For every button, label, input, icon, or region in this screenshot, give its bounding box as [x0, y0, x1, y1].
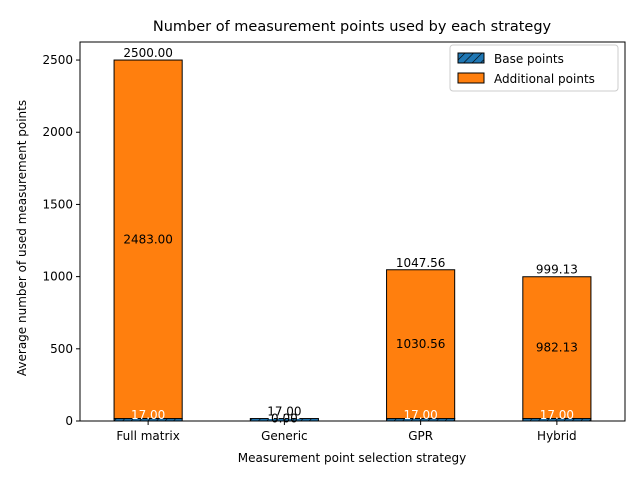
bar-additional-points	[386, 269, 456, 420]
data-label-total: 17.00	[267, 405, 301, 419]
legend-swatch	[457, 52, 485, 64]
x-axis-label: Measurement point selection strategy	[238, 451, 466, 465]
data-label-total: 2500.00	[123, 46, 173, 60]
y-tick-label: 2500	[42, 53, 73, 67]
legend: Base points Additional points	[449, 44, 619, 92]
y-axis-label: Average number of used measurement point…	[15, 100, 29, 376]
axes-frame	[79, 41, 626, 422]
x-tick-label: Full matrix	[116, 429, 179, 443]
data-label-base: 17.00	[131, 408, 165, 422]
data-label-additional: 1030.56	[396, 337, 446, 351]
x-tick-label: Hybrid	[537, 429, 577, 443]
chart-title: Number of measurement points used by eac…	[153, 19, 552, 35]
x-tick-label: GPR	[408, 429, 433, 443]
data-label-total: 999.13	[536, 263, 578, 277]
data-label-base: 17.00	[267, 408, 301, 422]
y-tick-label: 1000	[42, 270, 73, 284]
x-tick-label: Generic	[261, 429, 308, 443]
data-label-additional: 2483.00	[123, 232, 173, 246]
legend-box	[449, 44, 619, 92]
y-tick-label: 500	[50, 342, 73, 356]
data-label-base: 17.00	[403, 408, 437, 422]
bar-additional-points	[113, 59, 183, 420]
legend-swatch	[457, 72, 485, 84]
legend-label: Additional points	[494, 72, 595, 86]
y-tick-label: 0	[65, 414, 73, 428]
data-label-additional: 0.00	[271, 412, 298, 426]
legend-label: Base points	[494, 52, 564, 66]
data-label-total: 1047.56	[396, 256, 446, 270]
data-label-additional: 982.13	[536, 341, 578, 355]
bar-additional-points	[522, 276, 592, 420]
data-label-base: 17.00	[540, 408, 574, 422]
y-tick-label: 2000	[42, 125, 73, 139]
y-tick-label: 1500	[42, 197, 73, 211]
